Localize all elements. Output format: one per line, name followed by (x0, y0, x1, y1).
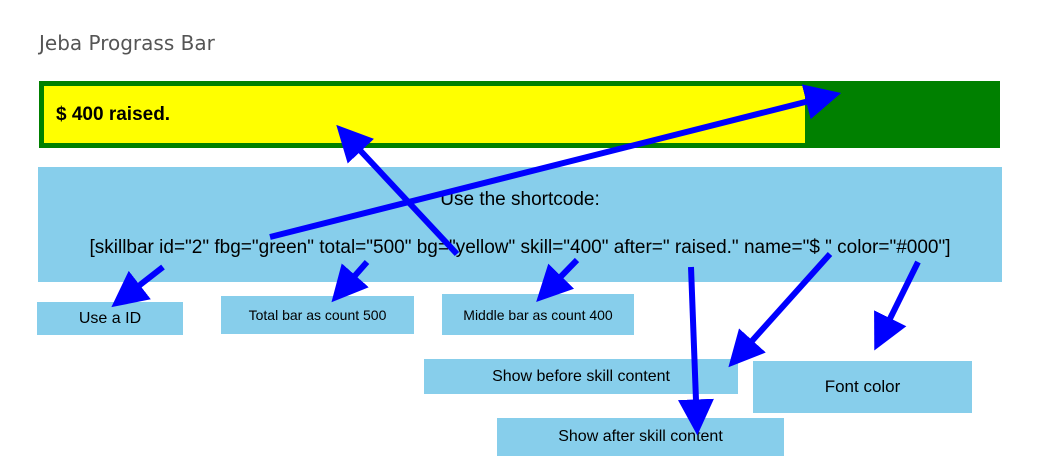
progress-bar-fill: $ 400 raised. (44, 86, 805, 143)
page-title: Jeba Prograss Bar (39, 31, 215, 55)
shortcode-text: [skillbar id="2" fbg="green" total="500"… (89, 237, 951, 258)
progress-bar-label: $ 400 raised. (56, 103, 171, 125)
note-total-bar: Total bar as count 500 (221, 296, 414, 334)
note-middle-bar: Middle bar as count 400 (442, 294, 634, 335)
arrow-after-note (677, 266, 714, 436)
shortcode-box: Use the shortcode: [skillbar id="2" fbg=… (38, 167, 1002, 282)
note-font-color: Font color (753, 361, 972, 413)
note-after-content: Show after skill content (497, 418, 784, 456)
note-use-id: Use a ID (37, 302, 183, 335)
progress-bar-track: $ 400 raised. (39, 81, 1000, 148)
shortcode-heading: Use the shortcode: (440, 189, 600, 210)
note-before-content: Show before skill content (424, 359, 738, 394)
